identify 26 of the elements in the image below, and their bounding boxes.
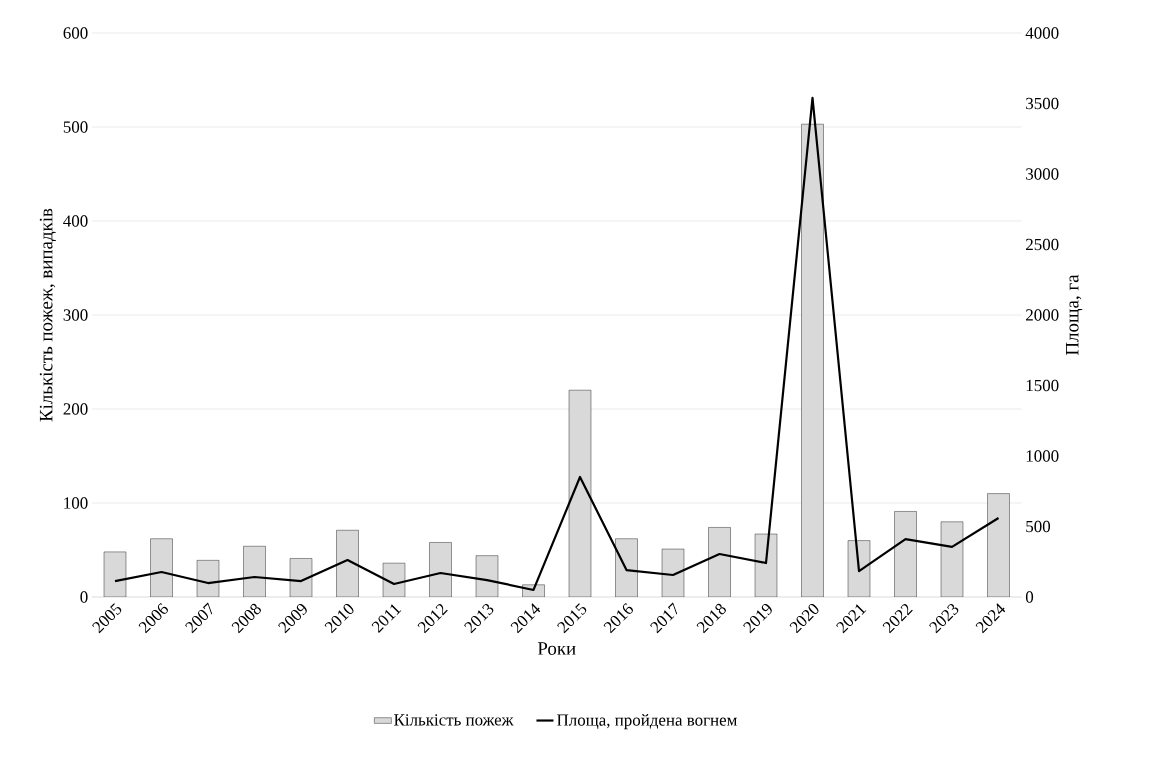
y-tick-label: 200 xyxy=(63,403,88,415)
y2-tick-label: 4000 xyxy=(1025,27,1059,39)
y-tick-label: 400 xyxy=(63,215,88,227)
legend-label: Площа, пройдена вогнем xyxy=(557,713,737,730)
y-tick-label: 0 xyxy=(80,591,88,603)
y2-tick-label: 2500 xyxy=(1026,238,1059,251)
y2-tick-label: 0 xyxy=(1025,591,1034,603)
y-tick-label: 300 xyxy=(63,309,88,321)
bar xyxy=(987,493,1010,597)
legend-label: Кількість пожеж xyxy=(394,714,514,726)
x-axis-title: Роки xyxy=(537,642,576,655)
y-tick-label: 500 xyxy=(63,121,88,133)
bar xyxy=(894,511,917,597)
y-axis-title: Кількість пожеж, випадків xyxy=(39,208,56,422)
y2-tick-label: 2000 xyxy=(1026,309,1059,321)
y2-tick-label: 500 xyxy=(1026,520,1051,533)
bar xyxy=(150,538,173,597)
y2-tick-label: 3000 xyxy=(1026,168,1059,180)
bar xyxy=(801,123,824,597)
y2-tick-label: 1500 xyxy=(1026,379,1059,392)
y2-tick-label: 3500 xyxy=(1026,97,1059,110)
y-tick-label: 100 xyxy=(64,497,88,509)
bar xyxy=(708,527,731,597)
y-tick-label: 600 xyxy=(63,27,88,39)
y2-tick-label: 1000 xyxy=(1026,450,1059,462)
y2-axis-title: Площа, га xyxy=(1066,274,1083,356)
